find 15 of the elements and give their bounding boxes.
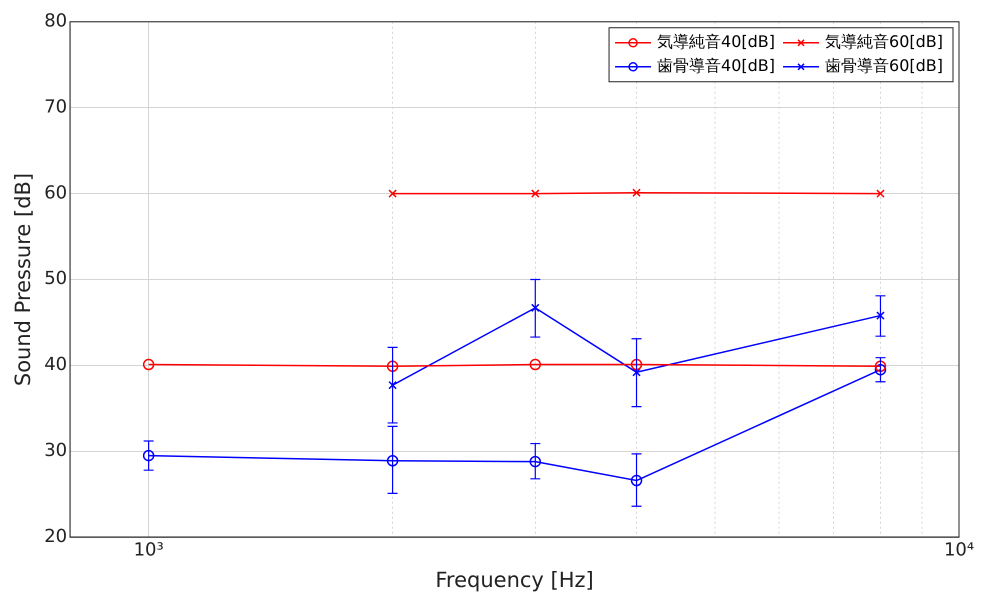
y-tick-label: 50 (44, 268, 68, 290)
y-tick-label: 70 (44, 96, 68, 118)
legend-label: 歯骨導音60[dB] (825, 56, 944, 75)
y-tick-label: 40 (44, 354, 68, 376)
y-tick-label: 30 (44, 440, 68, 461)
x-tick-label: 10³ (134, 540, 164, 561)
x-tick-label: 10⁴ (944, 540, 974, 561)
legend-label: 気導純音60[dB] (825, 32, 944, 51)
y-axis-title: Sound Pressure [dB] (11, 172, 36, 386)
y-tick-label: 80 (44, 10, 68, 32)
legend-label: 歯骨導音40[dB] (657, 56, 776, 75)
y-tick-label: 20 (44, 526, 68, 547)
y-tick-label: 60 (44, 182, 68, 204)
x-axis-title: Frequency [Hz] (435, 568, 594, 592)
legend-label: 気導純音40[dB] (657, 32, 776, 51)
